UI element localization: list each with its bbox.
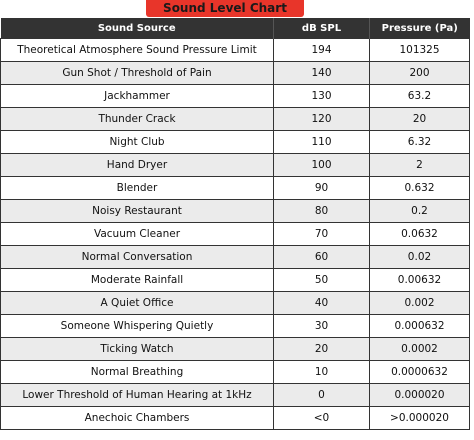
table-row: Gun Shot / Threshold of Pain 140 200 [0,61,470,85]
sound-source-cell: Ticking Watch [0,337,274,361]
pressure-cell: >0.000020 [369,406,470,430]
column-header-db-spl: dB SPL [273,18,370,39]
table-row: Night Club 110 6.32 [0,130,470,154]
db-spl-cell: 194 [273,38,370,62]
pressure-cell: 0.02 [369,245,470,269]
column-header-sound-source: Sound Source [0,18,274,39]
sound-level-table: Sound Source dB SPL Pressure (Pa) Theore… [0,18,470,430]
db-spl-cell: 80 [273,199,370,223]
chart-title: Sound Level Chart [146,0,304,17]
table-header-row: Sound Source dB SPL Pressure (Pa) [0,18,470,39]
sound-source-cell: Normal Conversation [0,245,274,269]
pressure-cell: 0.0002 [369,337,470,361]
table-row: A Quiet Office 40 0.002 [0,291,470,315]
sound-source-cell: Anechoic Chambers [0,406,274,430]
table-row: Blender 90 0.632 [0,176,470,200]
db-spl-cell: 10 [273,360,370,384]
pressure-cell: 6.32 [369,130,470,154]
db-spl-cell: 140 [273,61,370,85]
pressure-cell: 20 [369,107,470,131]
table-row: Theoretical Atmosphere Sound Pressure Li… [0,38,470,62]
pressure-cell: 200 [369,61,470,85]
db-spl-cell: 70 [273,222,370,246]
db-spl-cell: 60 [273,245,370,269]
pressure-cell: 2 [369,153,470,177]
sound-source-cell: Moderate Rainfall [0,268,274,292]
pressure-cell: 0.000020 [369,383,470,407]
db-spl-cell: 50 [273,268,370,292]
sound-source-cell: Gun Shot / Threshold of Pain [0,61,274,85]
table-row: Vacuum Cleaner 70 0.0632 [0,222,470,246]
db-spl-cell: 110 [273,130,370,154]
db-spl-cell: 0 [273,383,370,407]
sound-source-cell: Normal Breathing [0,360,274,384]
table-row: Anechoic Chambers <0 >0.000020 [0,406,470,430]
table-row: Thunder Crack 120 20 [0,107,470,131]
db-spl-cell: 20 [273,337,370,361]
sound-source-cell: Lower Threshold of Human Hearing at 1kHz [0,383,274,407]
table-body: Theoretical Atmosphere Sound Pressure Li… [0,38,470,430]
sound-source-cell: Noisy Restaurant [0,199,274,223]
sound-source-cell: Jackhammer [0,84,274,108]
db-spl-cell: 30 [273,314,370,338]
table-row: Noisy Restaurant 80 0.2 [0,199,470,223]
sound-source-cell: Hand Dryer [0,153,274,177]
db-spl-cell: 90 [273,176,370,200]
pressure-cell: 101325 [369,38,470,62]
pressure-cell: 0.0000632 [369,360,470,384]
pressure-cell: 0.632 [369,176,470,200]
sound-source-cell: A Quiet Office [0,291,274,315]
table-row: Normal Conversation 60 0.02 [0,245,470,269]
sound-source-cell: Vacuum Cleaner [0,222,274,246]
pressure-cell: 0.002 [369,291,470,315]
table-row: Moderate Rainfall 50 0.00632 [0,268,470,292]
pressure-cell: 0.000632 [369,314,470,338]
sound-source-cell: Theoretical Atmosphere Sound Pressure Li… [0,38,274,62]
db-spl-cell: 40 [273,291,370,315]
table-row: Someone Whispering Quietly 30 0.000632 [0,314,470,338]
table-row: Hand Dryer 100 2 [0,153,470,177]
table-row: Ticking Watch 20 0.0002 [0,337,470,361]
db-spl-cell: 130 [273,84,370,108]
column-header-pressure: Pressure (Pa) [369,18,470,39]
table-row: Lower Threshold of Human Hearing at 1kHz… [0,383,470,407]
sound-source-cell: Blender [0,176,274,200]
pressure-cell: 0.00632 [369,268,470,292]
db-spl-cell: 100 [273,153,370,177]
table-row: Normal Breathing 10 0.0000632 [0,360,470,384]
pressure-cell: 63.2 [369,84,470,108]
sound-source-cell: Someone Whispering Quietly [0,314,274,338]
table-row: Jackhammer 130 63.2 [0,84,470,108]
db-spl-cell: <0 [273,406,370,430]
sound-source-cell: Thunder Crack [0,107,274,131]
db-spl-cell: 120 [273,107,370,131]
sound-source-cell: Night Club [0,130,274,154]
pressure-cell: 0.0632 [369,222,470,246]
pressure-cell: 0.2 [369,199,470,223]
